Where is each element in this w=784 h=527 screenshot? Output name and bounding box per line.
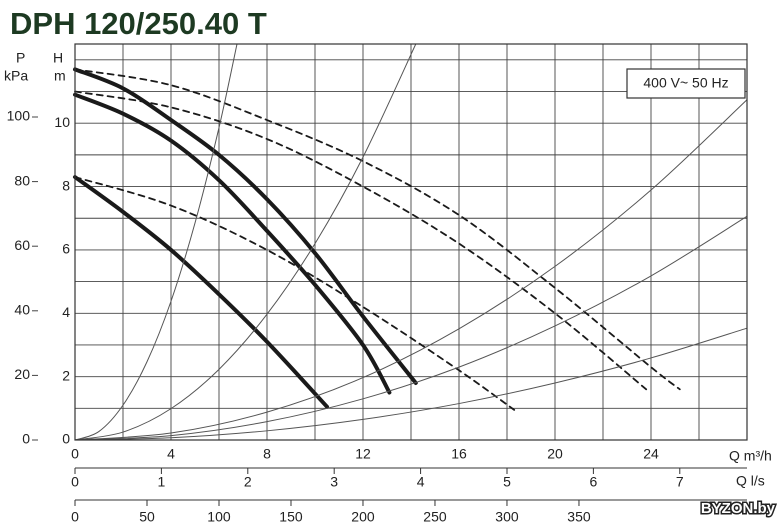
- chart-title: DPH 120/250.40 T: [10, 6, 267, 41]
- curve-thin: [74, 215, 748, 441]
- curve-thin: [74, 43, 238, 441]
- y-tick-label: 6: [62, 241, 70, 257]
- x-tick-label: 20: [547, 446, 563, 462]
- y2-tick-label: 100: [7, 108, 31, 124]
- x2-tick-label: 6: [589, 474, 597, 490]
- curve-thin: [74, 43, 417, 441]
- x3-tick-label: 250: [423, 509, 447, 525]
- y-tick-label: 0: [62, 431, 70, 447]
- y-label: H: [53, 50, 63, 66]
- y2-unit: kPa: [4, 68, 28, 84]
- curve-thin: [74, 327, 748, 441]
- y-tick-label: 8: [62, 177, 70, 193]
- curve-dashed: [74, 68, 681, 391]
- x2-tick-label: 5: [503, 474, 511, 490]
- x2-tick-label: 1: [157, 474, 165, 490]
- y-tick-label: 4: [62, 304, 70, 320]
- y-tick-label: 10: [54, 114, 70, 130]
- y2-label: P: [16, 50, 25, 66]
- x2-tick-label: 2: [244, 474, 252, 490]
- x-tick-label: 12: [355, 446, 371, 462]
- watermark: BYZON.by: [701, 500, 776, 517]
- x-tick-label: 24: [643, 446, 659, 462]
- x-label: Q m³/h: [729, 448, 772, 464]
- x3-tick-label: 0: [71, 509, 79, 525]
- x3-tick-label: 50: [139, 509, 155, 525]
- x3-tick-label: 150: [279, 509, 303, 525]
- annotation-box: [626, 68, 746, 99]
- y2-tick-label: 80: [14, 172, 30, 188]
- x2-tick-label: 4: [417, 474, 425, 490]
- x3-tick-label: 300: [495, 509, 519, 525]
- y2-tick-label: 20: [14, 366, 30, 382]
- x2-tick-label: 7: [676, 474, 684, 490]
- y2-tick-label: 60: [14, 237, 30, 253]
- x3-tick-label: 200: [351, 509, 375, 525]
- y-tick-label: 2: [62, 367, 70, 383]
- x-tick-label: 8: [263, 446, 271, 462]
- x-tick-label: 4: [167, 446, 175, 462]
- curve-thin: [74, 99, 748, 441]
- y2-tick-label: 40: [14, 302, 30, 318]
- x2-label: Q l/s: [736, 473, 765, 489]
- x-tick-label: 0: [71, 446, 79, 462]
- x3-tick-label: 350: [567, 509, 591, 525]
- y-unit: m: [54, 68, 66, 84]
- curve-thick: [73, 92, 392, 395]
- x3-tick-label: 100: [207, 509, 231, 525]
- curve-thick: [73, 67, 418, 385]
- curve-thick: [73, 175, 329, 409]
- plot-frame: [74, 43, 748, 441]
- y2-tick-label: 0: [22, 431, 30, 447]
- annotation: 400 V~ 50 Hz: [643, 75, 728, 91]
- x-tick-label: 16: [451, 446, 467, 462]
- x2-tick-label: 3: [330, 474, 338, 490]
- x2-tick-label: 0: [71, 474, 79, 490]
- curve-dashed: [74, 176, 516, 411]
